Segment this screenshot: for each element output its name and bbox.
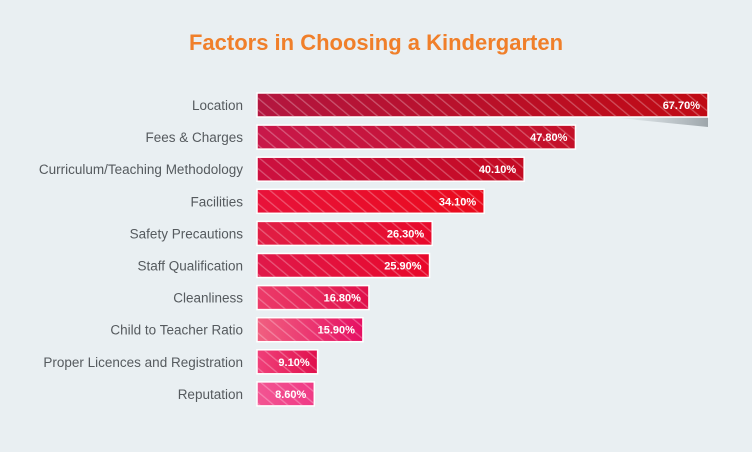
category-label: Safety Precautions (130, 226, 244, 241)
category-label: Staff Qualification (137, 259, 243, 274)
category-label: Fees & Charges (145, 130, 243, 145)
value-label: 26.30% (387, 228, 425, 240)
value-label: 40.10% (479, 164, 517, 176)
category-label: Proper Licences and Registration (43, 355, 243, 370)
bar-stripes (258, 94, 707, 116)
value-label: 47.80% (530, 132, 568, 144)
bar-stripes (258, 158, 524, 181)
bar-stripes (258, 382, 314, 405)
category-label: Child to Teacher Ratio (110, 323, 243, 338)
value-label: 9.10% (278, 357, 309, 369)
bar-stripes (258, 318, 362, 341)
category-label: Cleanliness (173, 291, 243, 306)
value-label: 8.60% (275, 389, 306, 401)
bar-stripes (258, 350, 317, 373)
category-label: Location (192, 98, 243, 113)
bar-stripes (258, 254, 429, 277)
category-label: Curriculum/Teaching Methodology (39, 162, 243, 177)
category-label: Facilities (190, 194, 243, 209)
value-label: 34.10% (439, 196, 477, 208)
value-label: 15.90% (318, 325, 356, 337)
chart-title: Factors in Choosing a Kindergarten (188, 30, 564, 55)
bar-stripes (258, 190, 484, 213)
bar-shadow (608, 117, 708, 127)
bar-stripes (258, 222, 432, 245)
value-label: 25.90% (384, 261, 422, 273)
value-label: 67.70% (663, 100, 701, 112)
value-label: 16.80% (324, 293, 362, 305)
bar-stripes (258, 286, 368, 309)
category-label: Reputation (178, 387, 243, 402)
bar-stripes (258, 126, 575, 149)
